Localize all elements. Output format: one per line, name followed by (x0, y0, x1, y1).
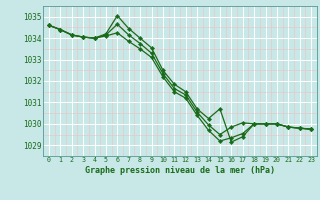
X-axis label: Graphe pression niveau de la mer (hPa): Graphe pression niveau de la mer (hPa) (85, 166, 275, 175)
